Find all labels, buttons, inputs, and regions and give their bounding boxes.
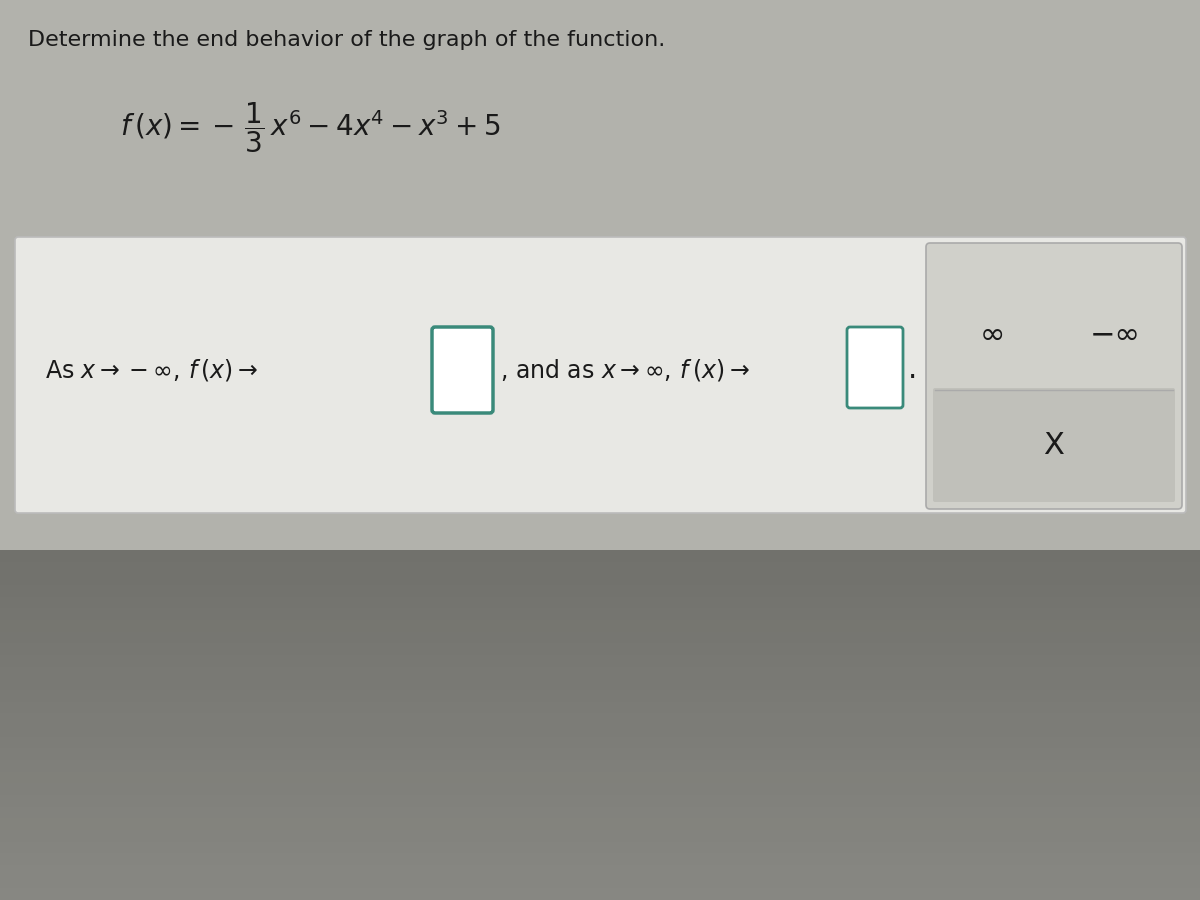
Bar xyxy=(0,783,1200,795)
FancyBboxPatch shape xyxy=(847,327,904,408)
Text: X: X xyxy=(1044,430,1064,460)
Bar xyxy=(0,865,1200,877)
Bar xyxy=(0,853,1200,865)
Bar xyxy=(0,771,1200,783)
Bar xyxy=(0,620,1200,632)
Text: As $x\to -\infty,\,f\,(x)\to$: As $x\to -\infty,\,f\,(x)\to$ xyxy=(46,357,258,383)
Bar xyxy=(0,632,1200,644)
Text: Determine the end behavior of the graph of the function.: Determine the end behavior of the graph … xyxy=(28,30,665,50)
Bar xyxy=(0,818,1200,830)
Bar xyxy=(0,585,1200,597)
Text: −∞: −∞ xyxy=(1090,320,1140,349)
Bar xyxy=(0,608,1200,620)
Bar xyxy=(0,0,1200,550)
Bar xyxy=(0,597,1200,608)
Bar xyxy=(0,679,1200,690)
Bar xyxy=(0,830,1200,842)
Text: ∞: ∞ xyxy=(979,320,1004,349)
Text: , and as $x\to\infty,\,f\,(x)\to$: , and as $x\to\infty,\,f\,(x)\to$ xyxy=(500,357,750,383)
Bar xyxy=(0,842,1200,853)
Bar xyxy=(0,760,1200,771)
Text: .: . xyxy=(908,356,917,384)
Bar xyxy=(0,737,1200,748)
FancyBboxPatch shape xyxy=(14,237,1186,513)
Bar xyxy=(0,655,1200,667)
Bar xyxy=(0,806,1200,818)
Bar xyxy=(0,888,1200,900)
Bar xyxy=(0,748,1200,760)
Text: $f\,(x)=-\,\dfrac{1}{3}\,x^6-4x^4-x^3+5$: $f\,(x)=-\,\dfrac{1}{3}\,x^6-4x^4-x^3+5$ xyxy=(120,100,500,155)
Bar xyxy=(0,795,1200,806)
Bar xyxy=(0,714,1200,725)
Bar xyxy=(0,690,1200,702)
Bar xyxy=(0,702,1200,714)
Bar xyxy=(0,550,1200,562)
Bar xyxy=(0,573,1200,585)
Bar xyxy=(0,725,1200,737)
FancyBboxPatch shape xyxy=(432,327,493,413)
FancyBboxPatch shape xyxy=(934,388,1175,502)
Bar xyxy=(0,877,1200,888)
FancyBboxPatch shape xyxy=(926,243,1182,509)
Bar xyxy=(0,644,1200,655)
Bar xyxy=(0,550,1200,900)
Bar xyxy=(0,0,1200,550)
Bar xyxy=(0,562,1200,573)
Bar xyxy=(0,667,1200,679)
